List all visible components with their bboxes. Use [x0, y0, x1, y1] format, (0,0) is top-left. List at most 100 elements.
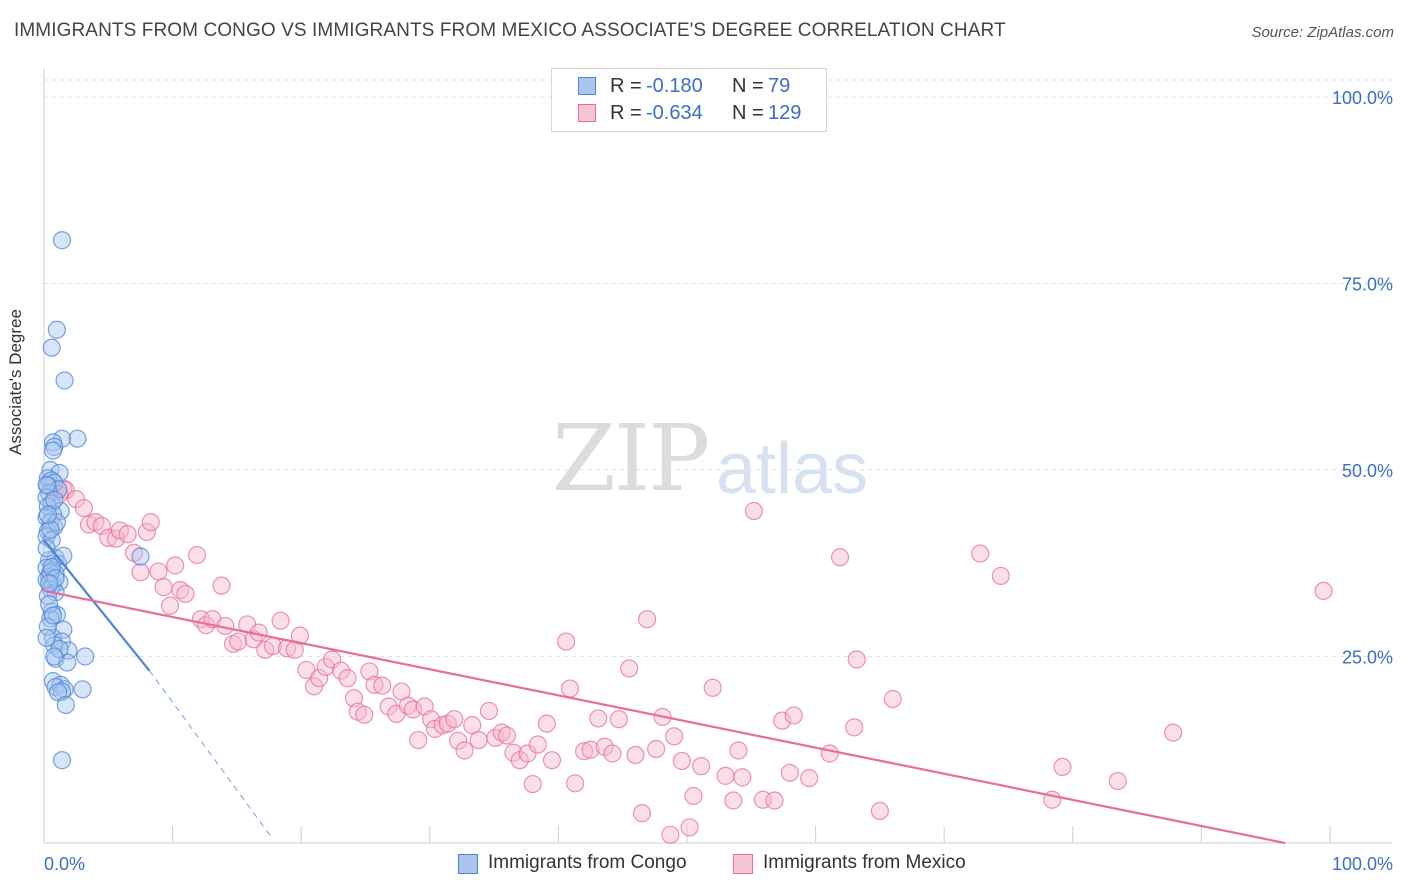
mexico-point: [542, 751, 562, 770]
mexico-point: [448, 731, 468, 750]
congo-point: [47, 320, 66, 339]
congo-point: [37, 475, 56, 495]
mexico-point: [609, 710, 628, 729]
n-value: 129: [768, 102, 802, 124]
mexico-point: [331, 661, 351, 680]
series-legend: Immigrants from Congo Immigrants from Me…: [0, 852, 1406, 878]
mexico-point: [575, 742, 594, 761]
mexico-point: [1053, 757, 1072, 777]
mexico-point: [557, 632, 576, 651]
congo-point: [43, 628, 63, 647]
x-tick-label: 0.0%: [44, 854, 85, 874]
mexico-point: [154, 578, 173, 597]
mexico-point: [187, 545, 207, 565]
mexico-point: [492, 723, 511, 742]
n-label: N =: [732, 102, 764, 124]
mexico-point: [141, 513, 160, 532]
congo-point: [73, 680, 92, 699]
mexico-point: [724, 791, 743, 810]
mexico-point: [1314, 581, 1333, 600]
congo-point: [40, 574, 59, 593]
watermark-zip: ZIP: [552, 405, 710, 512]
mexico-point: [469, 730, 488, 750]
mexico-trend-line: [43, 589, 1286, 845]
congo-point: [41, 520, 60, 539]
congo-point: [37, 539, 56, 558]
mexico-point: [716, 766, 735, 785]
mexico-point: [137, 522, 156, 542]
watermark-atlas: atlas: [716, 429, 869, 509]
r-value: -0.180: [646, 75, 703, 97]
mexico-point: [74, 498, 93, 518]
congo-point: [43, 606, 63, 625]
mexico-point: [991, 566, 1010, 586]
congo-point: [45, 647, 64, 666]
mexico-point: [160, 596, 180, 615]
mexico-point: [626, 745, 645, 765]
chart-title: IMMIGRANTS FROM CONGO VS IMMIGRANTS FROM…: [14, 20, 1006, 41]
mexico-point: [680, 818, 699, 837]
mexico-point: [149, 562, 168, 581]
y-tick-label: 75.0%: [1342, 275, 1393, 295]
mexico-point: [773, 711, 792, 730]
mexico-point: [445, 710, 464, 729]
mexico-point: [692, 757, 711, 776]
congo-point: [37, 628, 56, 647]
mexico-point: [537, 714, 556, 733]
congo-point: [131, 547, 150, 566]
mexico-point: [765, 791, 784, 810]
mexico-point: [632, 804, 652, 823]
mexico-point: [271, 611, 290, 630]
mexico-point: [379, 697, 398, 716]
x-tick-label: 100.0%: [1332, 854, 1393, 874]
mexico-point: [733, 768, 752, 787]
mexico-point: [665, 727, 684, 746]
r-label: R =: [610, 102, 642, 124]
mexico-point: [176, 584, 195, 603]
congo-legend-label: Immigrants from Congo: [488, 852, 687, 873]
congo-point: [52, 751, 72, 770]
n-value: 79: [768, 75, 791, 97]
congo-trend-line-extension: [149, 670, 274, 840]
mexico-point: [971, 544, 990, 563]
mexico-point: [560, 679, 580, 698]
mexico-point: [566, 774, 585, 793]
mexico-point: [403, 700, 423, 719]
mexico-point: [310, 669, 329, 688]
mexico-point: [1164, 723, 1183, 742]
mexico-point: [883, 689, 902, 709]
n-label: N =: [732, 75, 764, 97]
mexico-point: [409, 730, 428, 750]
mexico-point: [870, 801, 890, 821]
congo-point: [42, 338, 61, 357]
stats-legend-row-congo: R = -0.180 N = 79: [552, 73, 826, 101]
mexico-point: [365, 675, 384, 694]
mexico-point: [528, 735, 547, 754]
congo-point: [38, 505, 57, 524]
mexico-point: [744, 501, 763, 521]
mexico-point: [581, 740, 600, 759]
mexico-point: [497, 726, 517, 745]
mexico-point: [355, 705, 374, 724]
mexico-point: [661, 825, 680, 844]
mexico-point: [290, 626, 310, 645]
mexico-point: [845, 718, 864, 737]
congo-swatch: [578, 77, 596, 95]
mexico-legend-label: Immigrants from Mexico: [763, 852, 966, 873]
mexico-point: [603, 744, 622, 763]
mexico-swatch: [578, 104, 596, 122]
mexico-point: [703, 678, 722, 697]
mexico-point: [800, 768, 819, 788]
mexico-point: [518, 744, 537, 763]
mexico-point: [847, 650, 866, 669]
mexico-point: [830, 548, 850, 567]
stats-legend: R = -0.180 N = 79 R = -0.634 N = 129: [551, 68, 827, 132]
congo-point: [76, 647, 95, 666]
mexico-point: [1108, 771, 1127, 791]
congo-point: [68, 429, 87, 448]
mexico-point: [784, 706, 803, 725]
mexico-point: [504, 743, 523, 762]
congo-trend-line: [43, 539, 151, 672]
mexico-point: [620, 659, 639, 678]
